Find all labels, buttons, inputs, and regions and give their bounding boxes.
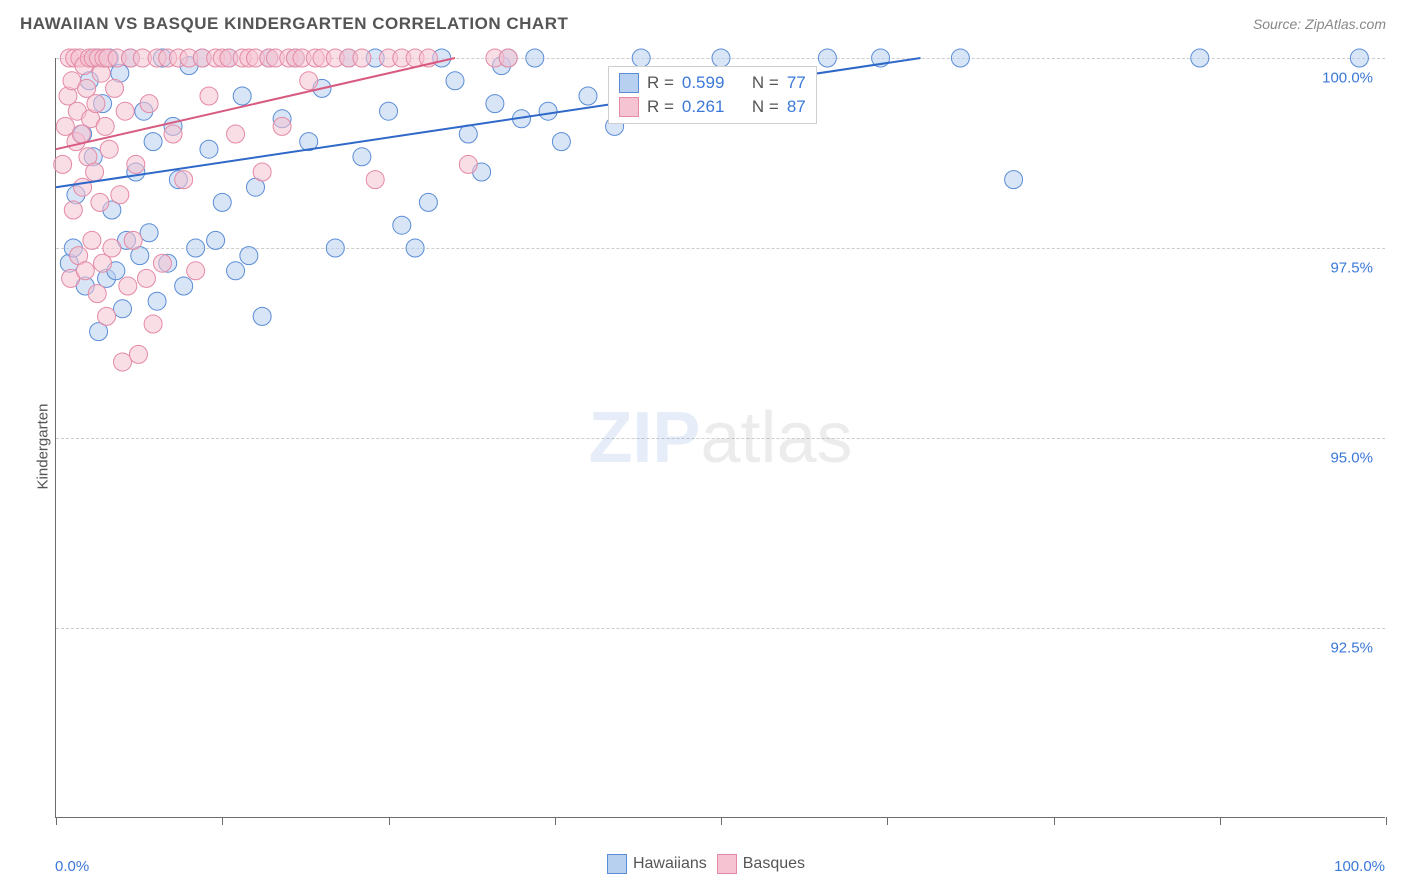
- basques-swatch-icon: [619, 97, 639, 117]
- x-tick: [1054, 817, 1055, 825]
- x-tick: [887, 817, 888, 825]
- x-tick-label: 100.0%: [1334, 858, 1385, 875]
- x-tick-label: 0.0%: [55, 858, 89, 875]
- hawaiians-swatch-icon: [619, 73, 639, 93]
- x-tick: [389, 817, 390, 825]
- x-tick: [721, 817, 722, 825]
- stats-box: R =0.599N =77R =0.261N =87: [608, 66, 817, 124]
- legend-label: Hawaiians: [633, 855, 707, 873]
- legend: Hawaiians Basques: [607, 854, 805, 874]
- regression-lines: [56, 58, 1386, 818]
- stats-row-basques: R =0.261N =87: [619, 95, 806, 119]
- basques-legend-swatch-icon: [717, 854, 737, 874]
- source-attribution: Source: ZipAtlas.com: [1253, 16, 1386, 32]
- y-axis-title: Kindergarten: [34, 404, 51, 490]
- x-tick: [1220, 817, 1221, 825]
- hawaiians-legend-swatch-icon: [607, 854, 627, 874]
- legend-item-basques: Basques: [717, 854, 805, 874]
- legend-item-hawaiians: Hawaiians: [607, 854, 707, 874]
- chart-container: 92.5%95.0%97.5%100.0%ZIPatlasR =0.599N =…: [0, 48, 1406, 892]
- x-tick: [56, 817, 57, 825]
- legend-label: Basques: [743, 855, 805, 873]
- chart-title: HAWAIIAN VS BASQUE KINDERGARTEN CORRELAT…: [20, 14, 568, 34]
- x-tick: [555, 817, 556, 825]
- stats-row-hawaiians: R =0.599N =77: [619, 71, 806, 95]
- plot-area: 92.5%95.0%97.5%100.0%ZIPatlasR =0.599N =…: [55, 58, 1385, 818]
- x-tick: [222, 817, 223, 825]
- x-tick: [1386, 817, 1387, 825]
